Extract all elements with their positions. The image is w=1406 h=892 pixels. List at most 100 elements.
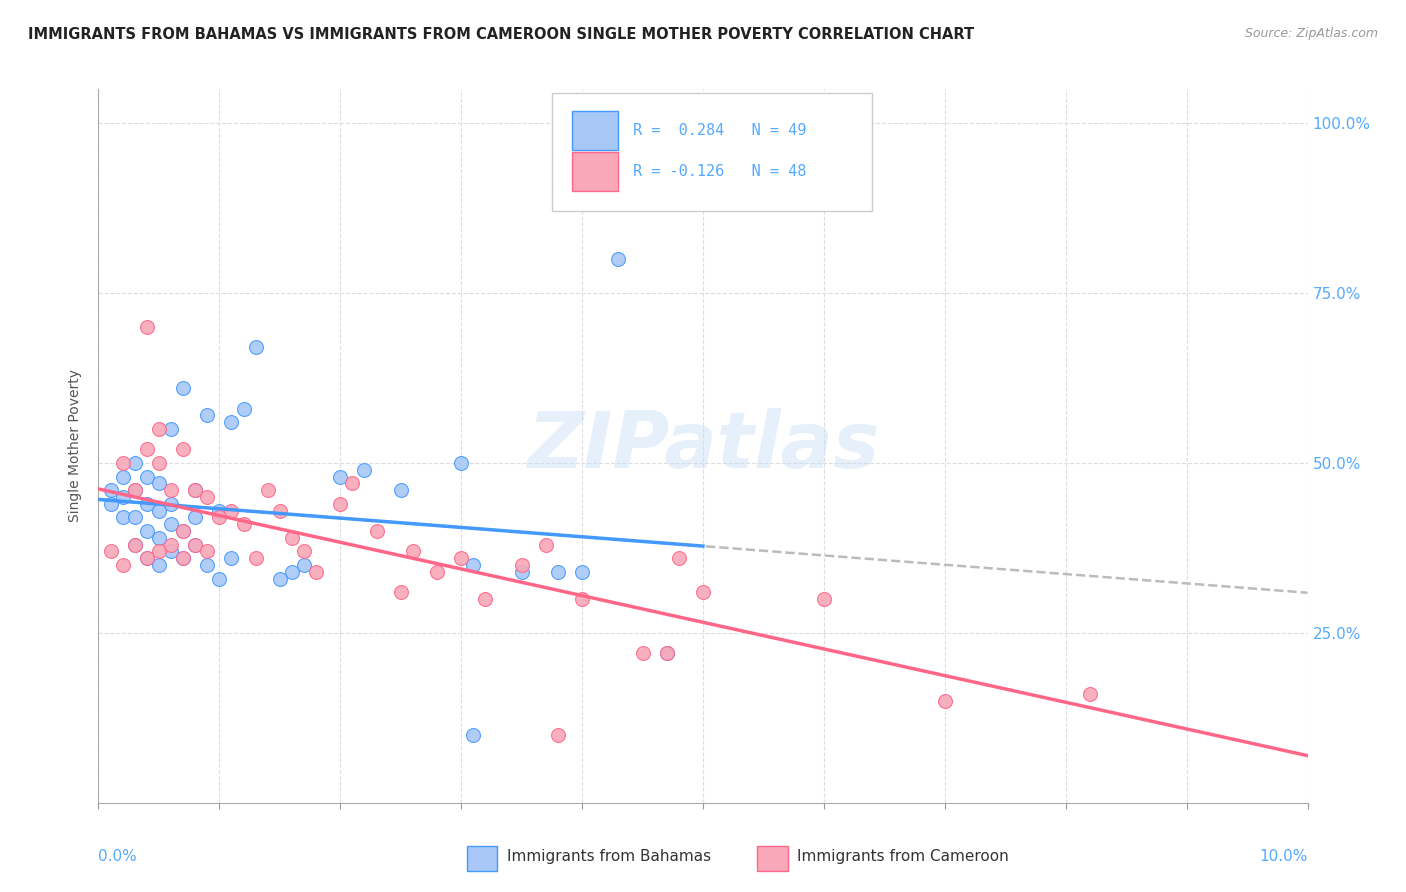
Point [148, 531, 170, 545]
Point [571, 591, 593, 606]
Point [172, 524, 194, 538]
Text: Immigrants from Bahamas: Immigrants from Bahamas [508, 849, 711, 863]
Point [184, 510, 207, 524]
Point [292, 544, 315, 558]
Text: IMMIGRANTS FROM BAHAMAS VS IMMIGRANTS FROM CAMEROON SINGLE MOTHER POVERTY CORREL: IMMIGRANTS FROM BAHAMAS VS IMMIGRANTS FR… [28, 27, 974, 42]
Point [124, 537, 146, 551]
Point [450, 456, 472, 470]
Point [135, 524, 157, 538]
Point [135, 320, 157, 334]
Point [124, 456, 146, 470]
Point [510, 565, 533, 579]
Point [124, 483, 146, 498]
Point [342, 476, 364, 491]
Point [148, 422, 170, 436]
Point [172, 524, 194, 538]
Point [111, 456, 134, 470]
Point [305, 565, 328, 579]
Point [329, 497, 352, 511]
FancyBboxPatch shape [572, 111, 619, 150]
Text: Source: ZipAtlas.com: Source: ZipAtlas.com [1244, 27, 1378, 40]
Point [160, 497, 183, 511]
Point [655, 646, 678, 660]
Point [208, 572, 231, 586]
Text: 0.0%: 0.0% [98, 849, 138, 864]
Point [269, 503, 291, 517]
Point [813, 591, 835, 606]
Point [100, 483, 122, 498]
Point [221, 503, 243, 517]
Point [160, 422, 183, 436]
Point [934, 694, 956, 708]
Point [547, 565, 569, 579]
Point [135, 551, 157, 566]
Point [111, 490, 134, 504]
Point [160, 483, 183, 498]
Point [148, 503, 170, 517]
Point [208, 503, 231, 517]
Point [389, 585, 412, 599]
Point [534, 537, 557, 551]
Point [655, 646, 678, 660]
Point [195, 544, 218, 558]
Point [450, 551, 472, 566]
Point [221, 551, 243, 566]
FancyBboxPatch shape [553, 93, 872, 211]
Point [208, 510, 231, 524]
Point [366, 524, 388, 538]
Point [631, 646, 654, 660]
Point [232, 401, 254, 416]
Point [172, 551, 194, 566]
Point [184, 537, 207, 551]
Point [160, 517, 183, 532]
Point [148, 456, 170, 470]
Point [329, 469, 352, 483]
Point [402, 544, 425, 558]
Point [353, 463, 375, 477]
Text: R = -0.126   N = 48: R = -0.126 N = 48 [633, 164, 806, 178]
FancyBboxPatch shape [467, 846, 498, 871]
Point [256, 483, 278, 498]
Point [111, 510, 134, 524]
Point [221, 415, 243, 429]
Y-axis label: Single Mother Poverty: Single Mother Poverty [69, 369, 83, 523]
Point [100, 497, 122, 511]
Point [172, 442, 194, 457]
Point [111, 558, 134, 572]
Point [124, 510, 146, 524]
Point [571, 565, 593, 579]
Point [100, 544, 122, 558]
Point [463, 558, 485, 572]
Point [547, 728, 569, 742]
Point [184, 483, 207, 498]
Text: R =  0.284   N = 49: R = 0.284 N = 49 [633, 123, 806, 138]
Point [135, 551, 157, 566]
Point [124, 483, 146, 498]
Point [124, 537, 146, 551]
Point [195, 558, 218, 572]
Text: Immigrants from Cameroon: Immigrants from Cameroon [797, 849, 1010, 863]
Point [510, 558, 533, 572]
Point [607, 252, 630, 266]
Point [111, 469, 134, 483]
Point [160, 537, 183, 551]
Point [160, 544, 183, 558]
Point [172, 551, 194, 566]
Point [281, 565, 304, 579]
Point [135, 442, 157, 457]
Point [148, 476, 170, 491]
Point [692, 585, 714, 599]
Point [426, 565, 449, 579]
Point [245, 551, 267, 566]
Point [148, 544, 170, 558]
Point [172, 381, 194, 395]
Point [463, 728, 485, 742]
Text: 10.0%: 10.0% [1260, 849, 1308, 864]
Point [245, 341, 267, 355]
Point [148, 558, 170, 572]
FancyBboxPatch shape [572, 152, 619, 191]
Point [135, 469, 157, 483]
Point [195, 409, 218, 423]
Point [292, 558, 315, 572]
Point [195, 490, 218, 504]
